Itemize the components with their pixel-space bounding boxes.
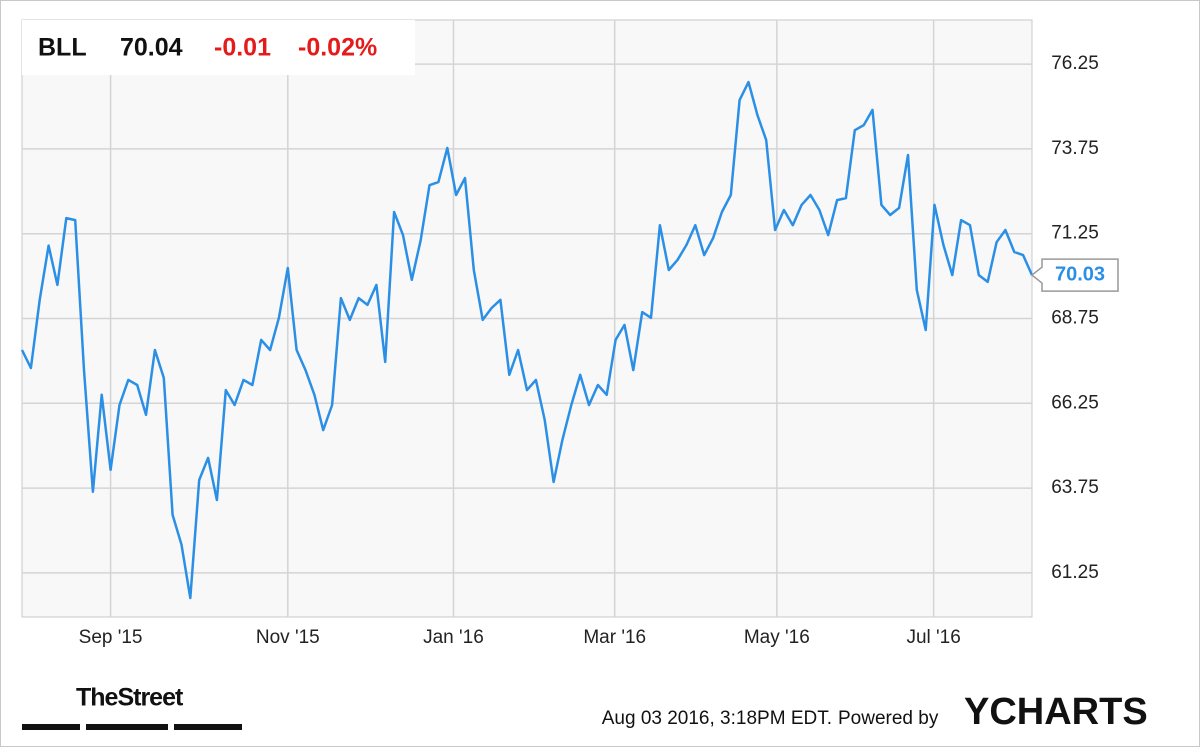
x-tick-label: Sep '15 (79, 627, 143, 648)
y-tick-label: 63.75 (1051, 477, 1099, 498)
header-box (22, 20, 415, 75)
price: 70.04 (120, 34, 183, 62)
y-tick-label: 68.75 (1051, 308, 1099, 329)
y-tick-label: 76.25 (1051, 53, 1099, 74)
source-logo: TheStreet (22, 684, 242, 730)
x-tick-label: Jan '16 (423, 627, 484, 648)
logo-bar (22, 724, 80, 730)
logo-bar (174, 724, 242, 730)
change: -0.01 (214, 34, 271, 62)
logo-text: TheStreet (76, 684, 184, 712)
x-tick-label: Jul '16 (906, 627, 960, 648)
price-line (20, 80, 1034, 600)
last-value-tag (1030, 258, 1119, 292)
timestamp: Aug 03 2016, 3:18PM EDT. (602, 708, 832, 729)
change-pct: -0.02% (298, 34, 377, 62)
y-tick-label: 61.25 (1051, 562, 1099, 583)
ticker: BLL (38, 34, 87, 62)
y-tick-label: 71.25 (1051, 223, 1099, 244)
lines (20, 80, 1034, 600)
x-tick-label: Mar '16 (583, 627, 646, 648)
powered-by: Powered by (838, 708, 939, 729)
brand: YCHARTS (964, 691, 1148, 733)
x-tick-label: Nov '15 (256, 627, 320, 648)
y-tick-label: 73.75 (1051, 138, 1099, 159)
x-tick-label: May '16 (744, 627, 810, 648)
grid (22, 20, 1032, 617)
last-value-label: 70.03 (1055, 263, 1105, 285)
y-tick-label: 66.25 (1051, 392, 1099, 413)
logo-bar (86, 724, 168, 730)
